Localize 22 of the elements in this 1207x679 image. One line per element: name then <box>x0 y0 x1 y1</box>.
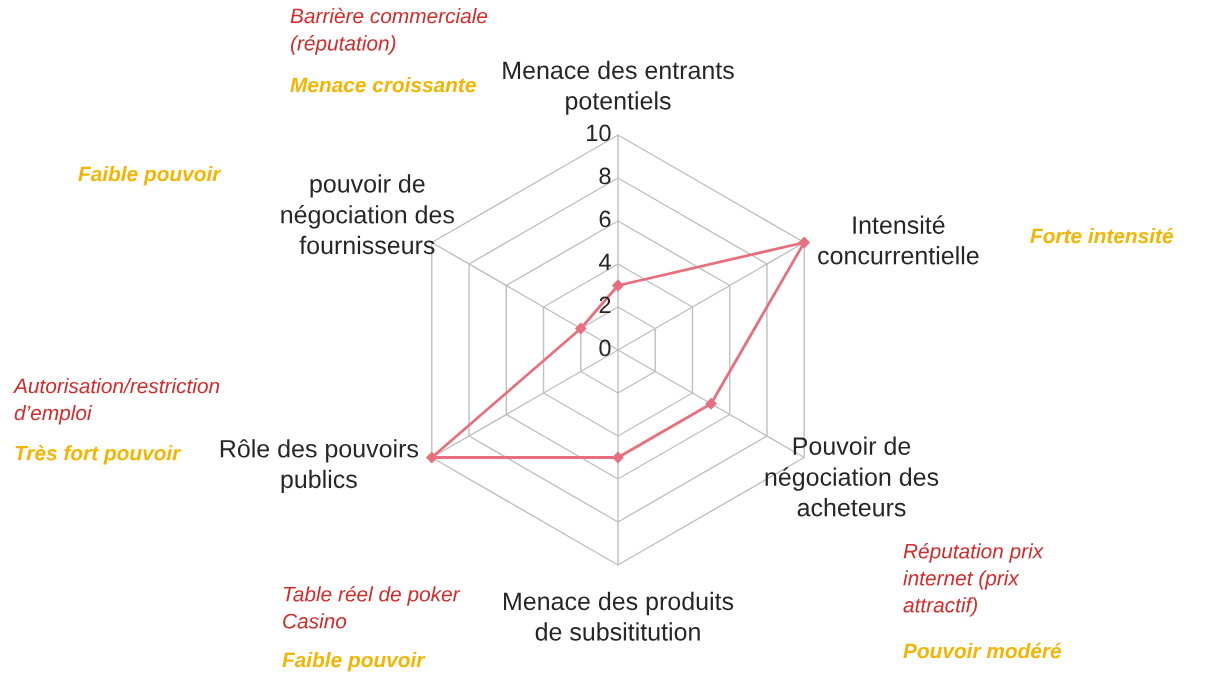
text: Menace croissante <box>290 77 476 93</box>
text: Pouvoir modéré <box>903 642 1062 659</box>
text: Forte intensité <box>1030 227 1173 244</box>
y-tick-label: 4 <box>598 253 611 271</box>
spoke-label: Pouvoir de négociation des acheteurs <box>765 436 939 517</box>
y-tick-label: 10 <box>587 124 611 142</box>
text: Réputation prix internet (prix attractif) <box>903 543 1044 617</box>
y-tick-label: 6 <box>599 210 611 228</box>
text: Très fort pouvoir <box>15 445 182 465</box>
spoke-label: Menace des entrants potentiels <box>503 60 734 115</box>
spoke-label: Intensité concurrentielle <box>818 215 979 265</box>
y-tick-label: 8 <box>599 167 611 185</box>
text: Autorisation/restriction d’emploi <box>12 378 220 425</box>
text: Table réel de poker Casino <box>283 586 461 629</box>
text: Faible pouvoir <box>282 652 426 672</box>
text: Barrière commerciale (réputation) <box>290 7 488 55</box>
y-tick-label: 2 <box>599 296 611 314</box>
spoke-label: Rôle des pouvoirs publics <box>220 439 419 494</box>
spoke-label: Menace des produits de subsititution <box>504 591 734 641</box>
text: Faible pouvoir <box>78 166 222 186</box>
spoke-label: pouvoir de négociation des fournisseurs <box>281 174 454 255</box>
y-tick-label: 0 <box>599 339 611 357</box>
